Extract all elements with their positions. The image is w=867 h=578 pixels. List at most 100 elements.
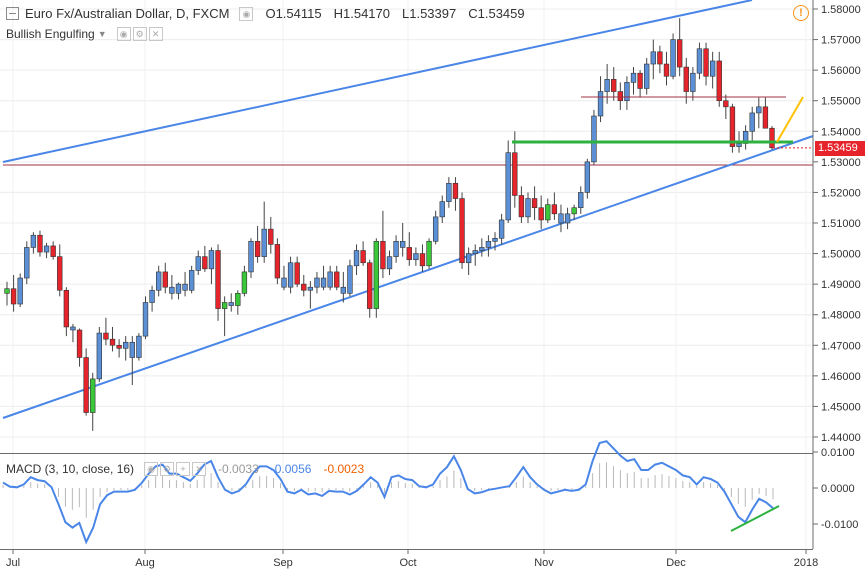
- divergence-line: [730, 505, 780, 532]
- candle: [630, 72, 637, 83]
- candle: [175, 283, 182, 294]
- candle: [248, 241, 254, 273]
- x-tick-label: Oct: [399, 557, 416, 569]
- candle: [604, 79, 610, 92]
- candle: [538, 207, 544, 221]
- pattern-label: Bullish Engulfing: [6, 27, 95, 41]
- candle: [142, 302, 149, 337]
- candle: [584, 161, 591, 193]
- candle: [188, 270, 195, 291]
- candle: [30, 234, 37, 248]
- candle: [531, 198, 538, 209]
- candle: [116, 344, 122, 349]
- eye-icon[interactable]: ◉: [116, 27, 131, 41]
- candle: [578, 192, 584, 209]
- candle: [644, 63, 650, 89]
- candle: [294, 262, 300, 285]
- candle: [518, 195, 525, 218]
- candle: [696, 48, 703, 74]
- settings-icon[interactable]: ⚙: [132, 27, 147, 41]
- candle: [762, 106, 769, 129]
- collapse-icon[interactable]: [6, 7, 19, 20]
- candle: [386, 256, 393, 270]
- candle: [505, 152, 511, 221]
- candle: [624, 82, 630, 102]
- y-tick-label: 1.49000: [821, 279, 861, 291]
- candle: [558, 213, 564, 224]
- remove-icon[interactable]: ✕: [148, 27, 163, 41]
- macd-line: [2, 440, 774, 545]
- candle: [360, 250, 366, 264]
- y-tick-label: 1.50000: [821, 249, 861, 261]
- candle: [4, 288, 10, 294]
- candle: [650, 51, 656, 65]
- candle: [446, 182, 452, 202]
- macd-value-1: -0.0033: [218, 462, 259, 476]
- y-tick-label: 1.58000: [821, 4, 861, 16]
- candle: [525, 198, 531, 218]
- candle: [123, 341, 129, 349]
- candle: [287, 262, 294, 288]
- candle: [221, 302, 228, 309]
- candle: [96, 332, 103, 380]
- macd-value-2: -0.0056: [270, 462, 312, 476]
- candle: [347, 265, 353, 294]
- candle: [63, 289, 70, 328]
- candle: [156, 271, 162, 291]
- alert-icon[interactable]: !: [793, 5, 809, 21]
- x-tick-label: Sep: [273, 557, 293, 569]
- symbol-title: Euro Fx/Australian Dollar, D, FXCM: [25, 6, 230, 21]
- last-price-label: 1.53459: [815, 140, 865, 156]
- eye-icon[interactable]: ◉: [144, 462, 159, 476]
- candle: [597, 91, 604, 117]
- close-value: 1.53459: [477, 6, 525, 21]
- candle: [50, 245, 56, 257]
- macd-y-tick-label: 0.0000: [821, 483, 855, 495]
- candle: [723, 100, 729, 108]
- remove-icon[interactable]: ✕: [192, 462, 207, 476]
- candle: [439, 201, 445, 218]
- candle: [459, 198, 465, 264]
- candle: [109, 338, 116, 346]
- candle: [703, 48, 709, 77]
- candle: [10, 288, 17, 305]
- candle: [729, 106, 736, 147]
- settings-icon[interactable]: ⚙: [160, 462, 175, 476]
- candle: [136, 335, 142, 358]
- candle: [769, 127, 775, 149]
- y-tick-label: 1.45000: [821, 401, 861, 413]
- candle: [479, 247, 485, 251]
- y-tick-label: 1.48000: [821, 310, 861, 322]
- candle: [617, 91, 623, 102]
- candle: [320, 277, 327, 288]
- candle: [24, 247, 30, 279]
- y-tick-label: 1.47000: [821, 340, 861, 352]
- y-tick-label: 1.55000: [821, 96, 861, 108]
- candle: [452, 182, 459, 199]
- candle: [709, 60, 716, 77]
- macd-y-tick-label: 0.0100: [821, 447, 855, 459]
- dropdown-arrow-icon[interactable]: ▼: [97, 29, 107, 39]
- x-tick-label: 2018: [794, 557, 818, 569]
- candle: [149, 289, 155, 303]
- eye-icon[interactable]: ◉: [239, 6, 254, 21]
- candle: [90, 378, 96, 413]
- candle: [485, 241, 492, 248]
- candle: [254, 241, 261, 257]
- candle: [756, 106, 762, 114]
- add-icon[interactable]: +: [176, 462, 191, 476]
- candle: [353, 250, 360, 267]
- candle: [83, 357, 89, 413]
- candle: [564, 213, 571, 224]
- candle: [334, 271, 340, 288]
- candle: [716, 60, 722, 102]
- candle: [545, 204, 551, 221]
- candle: [301, 283, 307, 291]
- candle: [663, 63, 670, 77]
- candle: [551, 204, 558, 215]
- y-tick-label: 1.54000: [821, 126, 861, 138]
- x-tick-label: Dec: [666, 557, 686, 569]
- candle: [208, 250, 215, 270]
